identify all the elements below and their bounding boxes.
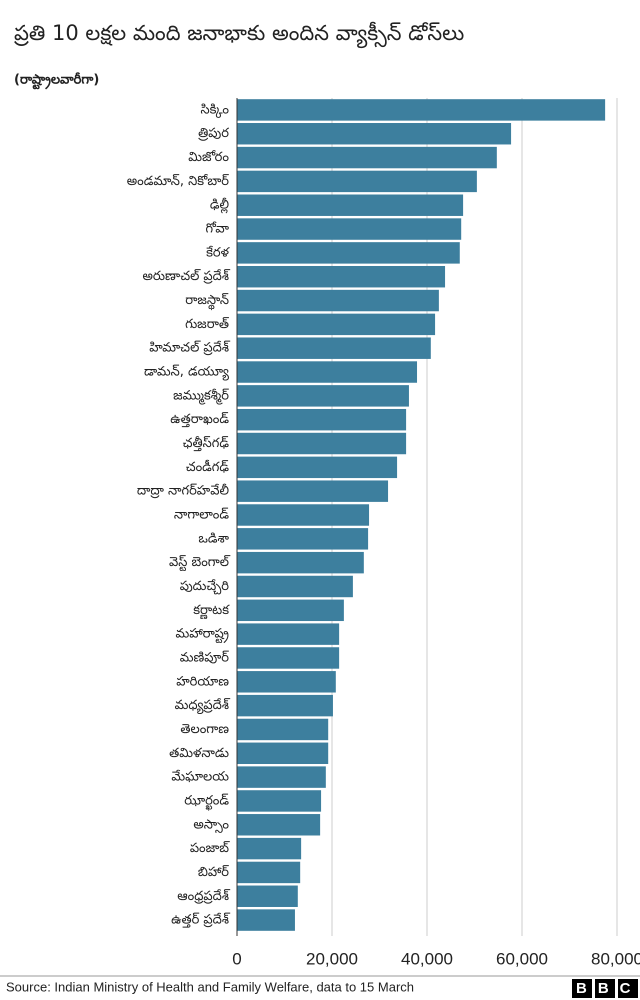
bar — [237, 885, 298, 907]
bar — [237, 146, 497, 169]
bar — [237, 599, 344, 622]
bar — [237, 408, 407, 431]
source: Source: Indian Ministry of Health and Fa… — [6, 979, 414, 994]
y-tick-label: ఒడిశా — [198, 531, 229, 546]
bar — [237, 289, 439, 312]
bar — [237, 837, 302, 860]
bar — [237, 718, 329, 741]
x-tick-label: 0 — [232, 949, 241, 968]
bar — [237, 647, 340, 669]
bar — [237, 218, 462, 240]
y-tick-label: ఆంధ్రప్రదేశ్ — [177, 889, 231, 904]
bar — [237, 861, 301, 884]
y-tick-label: ఉత్తరాఖండ్ — [170, 412, 229, 428]
y-tick-label: పుదుచ్చేరి — [180, 579, 230, 595]
y-tick-label: తెలంగాణ — [180, 722, 229, 737]
y-tick-label: జమ్ముకశ్మీర్ — [173, 388, 229, 405]
bar — [237, 790, 322, 812]
logo-box — [618, 979, 638, 998]
chart-title: ప్రతి 10 లక్షల మంది జనాభాకు అందిన వ్యాక్… — [14, 21, 464, 49]
bar — [237, 432, 407, 455]
y-tick-label: అరుణాచల్ ప్రదేశ్ — [142, 269, 230, 284]
y-tick-label: ఛత్తీస్‌గఢ్ — [183, 436, 230, 452]
bar — [237, 313, 436, 336]
y-tick-label: హిమాచల్ ప్రదేశ్ — [149, 341, 231, 356]
bar — [237, 265, 446, 288]
y-tick-label: బిహార్ — [198, 865, 229, 880]
y-tick-label: గోవా — [206, 221, 230, 237]
bar — [237, 361, 418, 383]
y-tick-label: గుజరాత్ — [185, 317, 230, 332]
bar — [237, 528, 369, 550]
y-tick-label: మణిపూర్ — [180, 650, 230, 665]
y-tick-label: త్రిపుర — [198, 126, 229, 141]
bar — [237, 242, 460, 264]
y-tick-label: దాద్రా నాగర్‌హవేలీ — [137, 484, 230, 499]
y-tick-label: నాగాలాండ్ — [174, 508, 230, 523]
y-tick-label: అండమాన్, నికోబార్ — [127, 173, 230, 189]
y-tick-label: తమిళనాడు — [169, 746, 229, 761]
y-tick-label: సిక్కిం — [201, 102, 230, 118]
bar — [237, 766, 326, 788]
x-tick-label: 20,000 — [306, 949, 358, 968]
bar — [237, 504, 370, 526]
x-tick-label: 80,000 — [591, 949, 640, 968]
bar — [237, 694, 333, 717]
bar — [237, 194, 464, 216]
y-tick-label: మహారాష్ట్ర — [176, 627, 230, 644]
y-tick-label: డామన్, డయ్యూ — [144, 365, 229, 382]
bar — [237, 742, 329, 765]
y-tick-label: పంజాబ్ — [190, 841, 230, 856]
x-tick-label: 60,000 — [496, 949, 548, 968]
bar — [237, 385, 409, 407]
bar — [237, 909, 295, 931]
bar — [237, 480, 389, 502]
bar — [237, 551, 364, 574]
bar — [237, 623, 340, 645]
bar — [237, 170, 477, 193]
bar — [237, 814, 321, 836]
logo-box — [572, 979, 592, 998]
logo-box — [595, 979, 615, 998]
y-tick-label: ఢిల్లీ — [210, 198, 230, 214]
logo: BBC — [576, 980, 640, 997]
y-tick-label: కేరళ — [206, 245, 230, 260]
y-tick-label: అస్సాం — [193, 817, 229, 833]
bar — [237, 671, 336, 693]
bar — [237, 123, 512, 145]
y-tick-label: చండీగఢ్ — [186, 459, 230, 475]
bar — [237, 337, 431, 359]
bar — [237, 456, 398, 479]
y-tick-label: కర్ణాటక — [193, 603, 230, 620]
y-tick-label: హరియాణ — [176, 674, 229, 689]
bar — [237, 575, 353, 598]
y-tick-label: ఝార్ఖండ్ — [184, 793, 229, 811]
y-tick-label: మిజోరం — [188, 150, 229, 165]
y-tick-label: ఉత్తర్ ప్రదేశ్ — [171, 913, 231, 929]
y-tick-label: రాజస్థాన్ — [185, 293, 229, 311]
y-tick-label: మధ్యప్రదేశ్ — [175, 698, 231, 715]
y-tick-label: మేఘాలయ — [171, 770, 229, 785]
x-tick-label: 40,000 — [401, 949, 453, 968]
chart-subtitle: (రాష్ట్రాలవారీగా) — [14, 72, 99, 90]
bar — [237, 99, 606, 121]
y-tick-label: వెస్ట్ బెంగాల్ — [169, 555, 231, 572]
